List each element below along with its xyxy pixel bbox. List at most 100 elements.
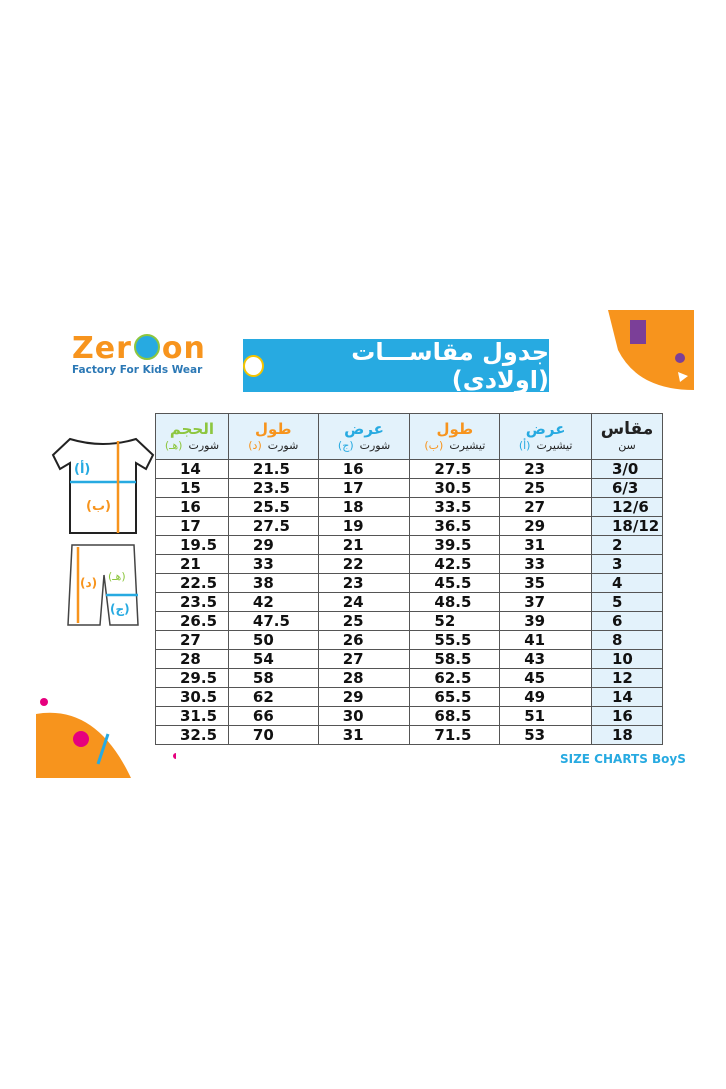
measurement-cell: 29.5: [155, 668, 229, 688]
measurement-cell: 25: [317, 611, 411, 631]
measurement-cell: 65.5: [409, 687, 501, 707]
header-title: طول: [255, 419, 292, 438]
measurement-cell: 51: [499, 706, 592, 726]
measurement-cell: 38: [227, 573, 319, 593]
table-row: 17 27.5 19 36.5 29 18/12: [155, 516, 664, 536]
measurement-cell: 33.5: [409, 497, 501, 517]
column-header: طول تيشيرت (ب): [409, 413, 501, 460]
measurement-cell: 22: [317, 554, 411, 574]
measurement-cell: 52: [409, 611, 501, 631]
measurement-cell: 27: [155, 630, 229, 650]
size-cell: 6/3: [590, 478, 664, 498]
measurement-cell: 30.5: [409, 478, 501, 498]
measurement-cell: 50: [227, 630, 319, 650]
measurement-cell: 26: [317, 630, 411, 650]
measurement-cell: 29: [317, 687, 411, 707]
table-row: 23.5 42 24 48.5 37 5: [155, 592, 664, 612]
measurement-cell: 25: [499, 478, 592, 498]
size-cell: 12: [590, 668, 664, 688]
measurement-cell: 48.5: [409, 592, 501, 612]
table-row: 22.5 38 23 45.5 35 4: [155, 573, 664, 593]
measurement-cell: 23.5: [155, 592, 229, 612]
header-title: عرض: [344, 419, 384, 438]
measurement-cell: 14: [155, 459, 229, 479]
measurement-cell: 31: [499, 535, 592, 555]
measurement-cell: 21: [317, 535, 411, 555]
header-title: الحجم: [169, 419, 215, 438]
measurement-cell: 71.5: [409, 725, 501, 745]
table-row: 32.5 70 31 71.5 53 18: [155, 725, 664, 745]
measurement-cell: 27: [499, 497, 592, 517]
shorts-label-h: (هـ): [108, 570, 126, 583]
table-row: 26.5 47.5 25 52 39 6: [155, 611, 664, 631]
size-cell: 6: [590, 611, 664, 631]
header-subtitle: شورت: [267, 438, 299, 452]
measurement-cell: 27: [317, 649, 411, 669]
shirt-label-b: (ب): [86, 499, 111, 514]
header-mark: (هـ): [164, 438, 183, 452]
shorts-label-j: (ج): [110, 602, 130, 616]
measurement-cell: 28: [317, 668, 411, 688]
tailor-decoration-icon: [36, 698, 176, 778]
measurement-cell: 35: [499, 573, 592, 593]
measurement-cell: 55.5: [409, 630, 501, 650]
table-row: 15 23.5 17 30.5 25 6/3: [155, 478, 664, 498]
table-row: 21 33 22 42.5 33 3: [155, 554, 664, 574]
measurement-cell: 16: [155, 497, 229, 517]
size-cell: 10: [590, 649, 664, 669]
measurement-cell: 27.5: [227, 516, 319, 536]
measurement-cell: 23: [317, 573, 411, 593]
table-row: 28 54 27 58.5 43 10: [155, 649, 664, 669]
logo-text: Zer: [72, 331, 132, 366]
measurement-cell: 45: [499, 668, 592, 688]
column-header: الحجم شورت (هـ): [155, 413, 229, 460]
measurement-cell: 62: [227, 687, 319, 707]
measurement-cell: 39: [499, 611, 592, 631]
measurement-cell: 58.5: [409, 649, 501, 669]
logo-text-end: on: [161, 331, 206, 366]
logo-moon-icon: [133, 334, 160, 360]
measurement-cell: 33: [227, 554, 319, 574]
page-title: جدول مقاســـات (اولادي): [243, 338, 549, 394]
garment-diagram: (أ) (ب) (هـ) (د) (ج): [51, 437, 155, 626]
table-row: 14 21.5 16 27.5 23 3/0: [155, 459, 664, 479]
header-mark: (ج): [337, 438, 354, 452]
measurement-cell: 23: [499, 459, 592, 479]
measurement-cell: 26.5: [155, 611, 229, 631]
measurement-cell: 21.5: [227, 459, 319, 479]
table-row: 19.5 29 21 39.5 31 2: [155, 535, 664, 555]
boy-badge-icon: [243, 354, 264, 377]
measurement-cell: 24: [317, 592, 411, 612]
measurement-cell: 33: [499, 554, 592, 574]
size-cell: 3: [590, 554, 664, 574]
shirt-label-a: (أ): [74, 460, 90, 477]
measurement-cell: 42.5: [409, 554, 501, 574]
measurement-cell: 62.5: [409, 668, 501, 688]
measurement-cell: 17: [155, 516, 229, 536]
measurement-cell: 29: [499, 516, 592, 536]
size-cell: 3/0: [590, 459, 664, 479]
size-cell: 18/12: [590, 516, 664, 536]
size-cell: 5: [590, 592, 664, 612]
measurement-cell: 19: [317, 516, 411, 536]
table-row: 27 50 26 55.5 41 8: [155, 630, 664, 650]
column-header: طول شورت (د): [227, 413, 319, 460]
measurement-cell: 43: [499, 649, 592, 669]
measurement-cell: 17: [317, 478, 411, 498]
measurement-cell: 29: [227, 535, 319, 555]
header-title: مقاس: [600, 418, 654, 439]
brand-logo: Zer on Factory For Kids Wear: [72, 331, 206, 377]
table-row: 16 25.5 18 33.5 27 12/6: [155, 497, 664, 517]
measurement-cell: 58: [227, 668, 319, 688]
size-chart-table: الحجم شورت(هـ) طول شورت(د) عرض شورت(ج) طول تيشي…: [155, 413, 664, 745]
header-subtitle: تيشيرت: [536, 438, 573, 452]
measurement-cell: 22.5: [155, 573, 229, 593]
header-subtitle: سن: [618, 438, 636, 452]
header-subtitle: تيشيرت: [449, 438, 486, 452]
measurement-cell: 49: [499, 687, 592, 707]
size-cell: 14: [590, 687, 664, 707]
measurement-cell: 31: [317, 725, 411, 745]
measurement-cell: 15: [155, 478, 229, 498]
size-cell: 12/6: [590, 497, 664, 517]
table-row: 31.5 66 30 68.5 51 16: [155, 706, 664, 726]
